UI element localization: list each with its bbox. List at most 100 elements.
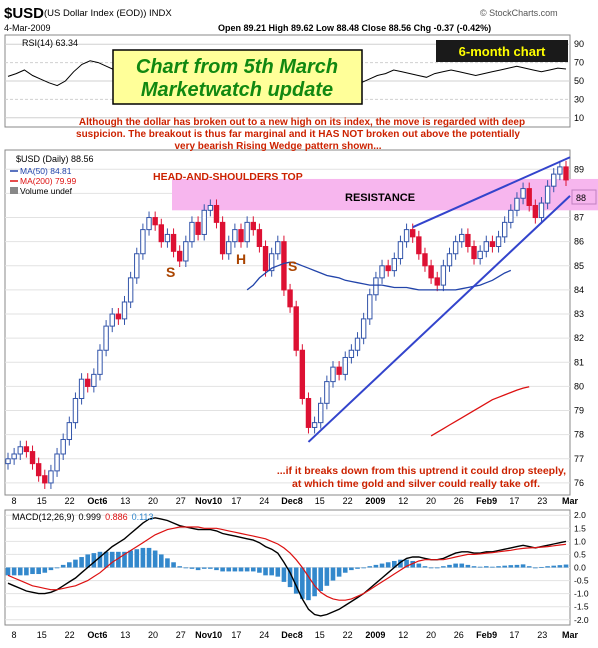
x-tick-label: 27 xyxy=(176,496,186,506)
candle-body xyxy=(532,204,539,219)
candle-body xyxy=(72,397,79,424)
macd-histogram-bar xyxy=(226,567,232,572)
x-axis-macd: 8 15 22 Oct6 13 20 27 Nov10 17 24 Dec8 15 22 2009 12 20… xyxy=(11,630,578,640)
macd-histogram-bar xyxy=(257,567,262,573)
x-tick-label: 23 xyxy=(537,496,547,506)
candle-body xyxy=(514,197,520,211)
macd-histogram-bar xyxy=(250,567,256,572)
price-tick-label: 86 xyxy=(574,237,584,247)
macd-histogram-bar xyxy=(508,565,514,568)
macd-histogram-bar xyxy=(293,567,299,594)
macd-histogram-bar xyxy=(189,567,195,569)
candle-body xyxy=(336,366,342,375)
macd-legend-signal: 0.886 xyxy=(105,512,128,522)
breakout-comment-line1: Although the dollar has broken out to a … xyxy=(79,117,525,128)
rsi-tick-label: 90 xyxy=(574,39,584,49)
macd-histogram-bar xyxy=(563,564,569,568)
candle-body xyxy=(78,378,85,399)
macd-histogram-bar xyxy=(367,566,373,568)
right-shoulder-label: S xyxy=(288,258,297,274)
macd-histogram-bar xyxy=(165,558,170,568)
macd-histogram-bar xyxy=(306,567,311,601)
x-tick-label: 2009 xyxy=(365,496,385,506)
x-tick-label: Mar xyxy=(562,496,579,506)
candle-body xyxy=(440,265,447,286)
candle-body xyxy=(557,166,563,175)
macd-tick-label: 0.0 xyxy=(574,563,586,573)
candle-body xyxy=(416,236,422,255)
macd-panel: 2.0 1.5 1.0 0.5 0.0 -0.5 -1.0 -1.5 -2.0 MACD(12,… xyxy=(4,509,589,626)
macd-histogram-bar xyxy=(502,565,507,568)
candle-body xyxy=(5,458,11,465)
candle-body xyxy=(219,221,226,255)
x-tick-label: 17 xyxy=(509,630,519,640)
hs-top-label: HEAD-AND-SHOULDERS TOP xyxy=(153,171,303,183)
price-tick-label: 87 xyxy=(574,213,584,223)
x-tick-label: 17 xyxy=(231,630,241,640)
macd-histogram-bar xyxy=(158,554,164,568)
macd-histogram-bar xyxy=(483,566,489,568)
candle-body xyxy=(134,253,140,279)
candle-body xyxy=(379,265,385,279)
symbol-name: (US Dollar Index (EOD)) INDX xyxy=(44,8,172,19)
price-tick-label: 85 xyxy=(574,261,584,271)
macd-histogram-bar xyxy=(5,567,11,576)
wedge-upper-trendline xyxy=(412,156,571,229)
x-tick-label: 15 xyxy=(37,496,47,506)
x-tick-label: 15 xyxy=(315,630,325,640)
macd-histogram-bar xyxy=(128,550,133,568)
candle-body xyxy=(563,166,569,181)
x-tick-label: 22 xyxy=(65,630,75,640)
candle-body xyxy=(538,202,545,219)
x-tick-label: Feb9 xyxy=(476,630,497,640)
x-tick-label: 20 xyxy=(148,630,158,640)
wedge-lower-trendline xyxy=(307,195,571,443)
x-tick-label: 8 xyxy=(11,496,16,506)
macd-histogram-bar xyxy=(42,567,48,573)
macd-histogram-bar xyxy=(152,550,158,568)
x-tick-label: Dec8 xyxy=(281,630,303,640)
six-month-label: 6-month chart xyxy=(459,44,546,59)
x-tick-label: Dec8 xyxy=(281,496,303,506)
macd-histogram-bar xyxy=(232,567,238,572)
candle-body xyxy=(434,277,440,286)
candle-body xyxy=(342,356,348,375)
price-tick-label: 76 xyxy=(574,478,584,488)
candle-body xyxy=(238,229,244,243)
candle-body xyxy=(293,306,299,351)
candle-body xyxy=(471,246,477,260)
candle-body xyxy=(85,378,91,387)
macd-histogram-bar xyxy=(238,567,244,572)
macd-histogram-bar xyxy=(116,551,121,568)
candle-body xyxy=(66,422,73,441)
macd-legend-macd: 0.999 xyxy=(79,512,102,522)
macd-histogram-bar xyxy=(208,567,213,569)
macd-histogram-bar xyxy=(477,566,483,568)
candle-body xyxy=(97,349,103,375)
price-panel: 8988878685848382818079787776 88 $USD (Da… xyxy=(4,149,598,496)
candle-body xyxy=(385,265,391,272)
price-tick-label: 80 xyxy=(574,381,584,391)
watermark: © StockCharts.com xyxy=(480,8,558,18)
macd-histogram-bar xyxy=(54,567,60,569)
x-axis-price: 8 15 22 Oct6 13 20 27 Nov10 17 24 Dec8 15 22 2009 12 20… xyxy=(11,496,578,506)
candle-body xyxy=(397,241,404,260)
signal-line xyxy=(7,526,567,601)
rsi-tick-label: 50 xyxy=(574,76,584,86)
candle-body xyxy=(452,241,459,255)
macd-histogram-bar xyxy=(428,567,434,569)
candle-body xyxy=(226,241,232,255)
macd-tick-label: 0.5 xyxy=(574,549,586,559)
macd-histogram-bar xyxy=(490,566,495,568)
x-tick-label: Oct6 xyxy=(87,630,107,640)
macd-histogram-bar xyxy=(545,566,550,568)
price-tick-label: 83 xyxy=(574,309,584,319)
macd-histogram-bar xyxy=(269,567,274,576)
x-tick-label: 24 xyxy=(259,496,269,506)
candle-body xyxy=(403,229,410,243)
x-tick-label: 22 xyxy=(65,496,75,506)
ohlc-readout: Open 89.21 High 89.62 Low 88.48 Close 88… xyxy=(218,23,491,33)
candle-body xyxy=(275,241,281,255)
macd-histogram-bar xyxy=(355,567,360,569)
candle-body xyxy=(281,241,287,291)
